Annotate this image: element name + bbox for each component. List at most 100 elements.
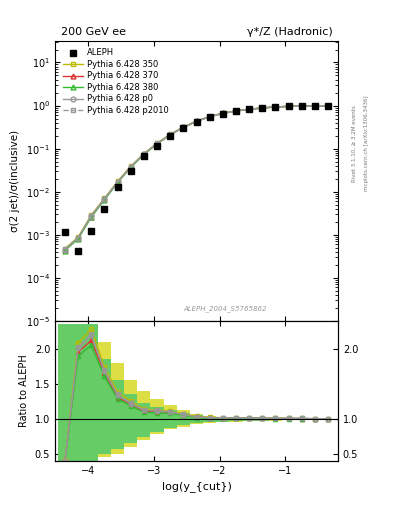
Pythia 6.428 350 <box>129 163 133 169</box>
Pythia 6.428 p2010 <box>168 132 173 138</box>
Pythia 6.428 p2010 <box>312 103 317 109</box>
Pythia 6.428 370 <box>181 124 186 131</box>
Pythia 6.428 380 <box>129 164 133 170</box>
Pythia 6.428 350 <box>207 114 212 120</box>
ALEPH <box>194 119 199 125</box>
Pythia 6.428 380 <box>62 247 67 253</box>
Pythia 6.428 370 <box>129 164 133 170</box>
ALEPH <box>273 104 278 110</box>
Pythia 6.428 350 <box>194 118 199 124</box>
ALEPH <box>247 106 252 113</box>
Line: Pythia 6.428 370: Pythia 6.428 370 <box>62 103 331 252</box>
ALEPH <box>62 229 67 235</box>
Pythia 6.428 p0 <box>273 104 278 110</box>
Pythia 6.428 370 <box>233 108 238 114</box>
Pythia 6.428 350 <box>89 212 94 218</box>
ALEPH <box>76 248 81 254</box>
Pythia 6.428 370 <box>326 102 331 109</box>
Pythia 6.428 380 <box>155 141 160 147</box>
Pythia 6.428 p0 <box>247 106 252 112</box>
Pythia 6.428 p2010 <box>194 118 199 124</box>
Pythia 6.428 370 <box>207 114 212 120</box>
Pythia 6.428 380 <box>89 214 94 220</box>
Pythia 6.428 p2010 <box>62 246 67 252</box>
Pythia 6.428 p0 <box>299 103 304 109</box>
Line: ALEPH: ALEPH <box>62 102 331 254</box>
Pythia 6.428 350 <box>181 124 186 130</box>
Pythia 6.428 350 <box>247 106 252 112</box>
Pythia 6.428 380 <box>181 124 186 131</box>
Pythia 6.428 380 <box>286 103 291 110</box>
Pythia 6.428 p2010 <box>273 104 278 110</box>
Pythia 6.428 350 <box>76 234 81 240</box>
Pythia 6.428 p0 <box>233 108 238 114</box>
Pythia 6.428 p0 <box>312 103 317 109</box>
Pythia 6.428 380 <box>247 106 252 113</box>
Line: Pythia 6.428 p2010: Pythia 6.428 p2010 <box>62 103 331 251</box>
Pythia 6.428 380 <box>273 104 278 110</box>
Pythia 6.428 p2010 <box>220 110 225 116</box>
Pythia 6.428 350 <box>233 108 238 114</box>
Pythia 6.428 380 <box>233 108 238 114</box>
Pythia 6.428 p2010 <box>76 234 81 241</box>
Pythia 6.428 380 <box>168 132 173 138</box>
Text: Rivet 3.1.10, ≥ 3.2M events: Rivet 3.1.10, ≥ 3.2M events <box>352 105 357 182</box>
Pythia 6.428 370 <box>115 180 120 186</box>
ALEPH <box>155 142 160 148</box>
Pythia 6.428 350 <box>168 131 173 137</box>
Pythia 6.428 p2010 <box>181 124 186 130</box>
Pythia 6.428 350 <box>115 178 120 184</box>
Pythia 6.428 380 <box>312 103 317 109</box>
Pythia 6.428 350 <box>155 140 160 146</box>
Line: Pythia 6.428 p0: Pythia 6.428 p0 <box>62 103 331 252</box>
Pythia 6.428 380 <box>299 103 304 109</box>
Pythia 6.428 370 <box>141 151 146 157</box>
Line: Pythia 6.428 380: Pythia 6.428 380 <box>62 103 331 253</box>
Pythia 6.428 370 <box>247 106 252 112</box>
Y-axis label: Ratio to ALEPH: Ratio to ALEPH <box>19 354 29 427</box>
Pythia 6.428 p2010 <box>247 106 252 112</box>
Pythia 6.428 p0 <box>62 246 67 252</box>
Pythia 6.428 370 <box>89 214 94 220</box>
Pythia 6.428 p2010 <box>115 179 120 185</box>
ALEPH <box>326 102 331 109</box>
ALEPH <box>168 133 173 139</box>
Pythia 6.428 380 <box>220 110 225 116</box>
Y-axis label: σ(2 jet)/σ(inclusive): σ(2 jet)/σ(inclusive) <box>10 130 20 232</box>
Pythia 6.428 380 <box>194 118 199 124</box>
ALEPH <box>260 105 264 111</box>
Pythia 6.428 p0 <box>76 235 81 241</box>
Pythia 6.428 350 <box>220 110 225 116</box>
Pythia 6.428 p2010 <box>129 164 133 170</box>
Pythia 6.428 350 <box>102 196 107 202</box>
Pythia 6.428 370 <box>260 105 264 111</box>
Pythia 6.428 p0 <box>141 151 146 157</box>
Pythia 6.428 380 <box>115 180 120 186</box>
ALEPH <box>207 114 212 120</box>
Pythia 6.428 p2010 <box>326 102 331 109</box>
ALEPH <box>220 111 225 117</box>
Pythia 6.428 370 <box>312 103 317 109</box>
Pythia 6.428 370 <box>168 132 173 138</box>
Pythia 6.428 p0 <box>89 213 94 219</box>
ALEPH <box>102 206 107 212</box>
Pythia 6.428 p2010 <box>299 103 304 109</box>
Text: γ*/Z (Hadronic): γ*/Z (Hadronic) <box>246 27 332 37</box>
ALEPH <box>233 108 238 114</box>
Pythia 6.428 p0 <box>260 105 264 111</box>
Pythia 6.428 380 <box>326 103 331 109</box>
Pythia 6.428 380 <box>260 105 264 111</box>
Pythia 6.428 p0 <box>115 179 120 185</box>
Pythia 6.428 370 <box>62 247 67 253</box>
Line: Pythia 6.428 350: Pythia 6.428 350 <box>62 103 331 251</box>
ALEPH <box>115 184 120 190</box>
Pythia 6.428 350 <box>260 105 264 111</box>
Pythia 6.428 350 <box>286 103 291 110</box>
Pythia 6.428 p2010 <box>141 151 146 157</box>
Pythia 6.428 350 <box>273 104 278 110</box>
Text: 200 GeV ee: 200 GeV ee <box>61 27 126 37</box>
Pythia 6.428 370 <box>155 141 160 147</box>
Pythia 6.428 370 <box>273 104 278 110</box>
Pythia 6.428 350 <box>141 151 146 157</box>
Pythia 6.428 p0 <box>102 196 107 202</box>
